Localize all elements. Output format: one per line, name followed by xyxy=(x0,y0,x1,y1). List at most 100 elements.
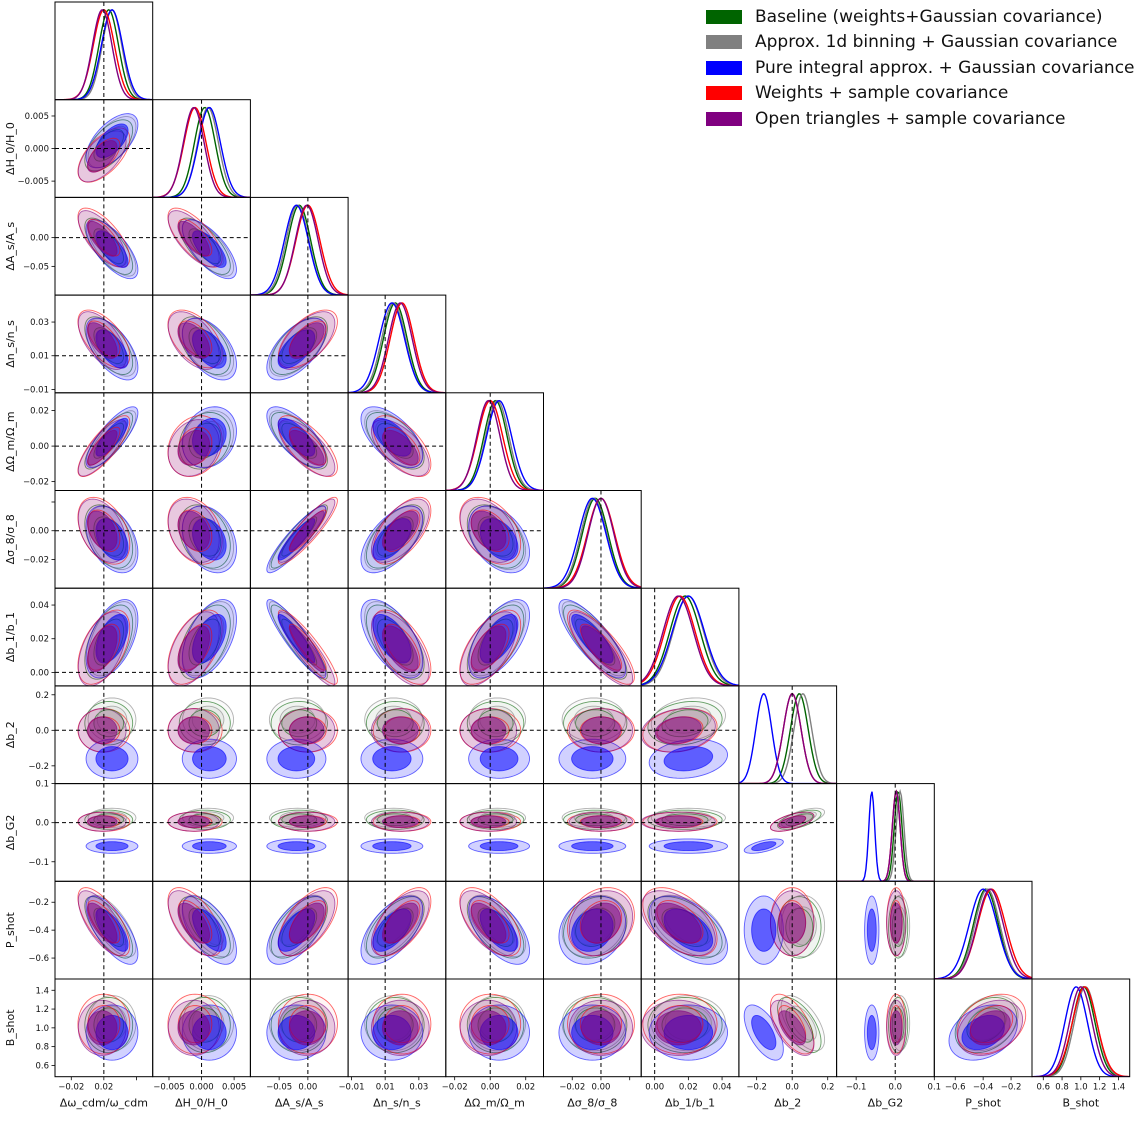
contour xyxy=(381,429,419,466)
y-tick-label: 0.00 xyxy=(30,442,49,452)
contour xyxy=(372,746,412,772)
contour xyxy=(288,815,325,829)
contour xyxy=(889,902,903,944)
y-axis-label: P_shot xyxy=(4,912,17,949)
y-axis-label: Δb_1/b_1 xyxy=(4,612,17,662)
contour xyxy=(470,625,507,673)
y-tick-label: 0.6 xyxy=(35,1061,49,1071)
contour xyxy=(571,841,614,852)
x-tick-label: 1.0 xyxy=(1074,1083,1088,1093)
contour xyxy=(86,902,118,944)
contour xyxy=(177,1010,211,1046)
contour xyxy=(751,841,777,852)
x-tick-label: 0.0 xyxy=(785,1083,799,1093)
y-axis-label: ΔH_0/H_0 xyxy=(4,122,17,175)
contour xyxy=(288,1010,325,1046)
x-tick-label: 0.0 xyxy=(888,1083,902,1093)
y-tick-label: −0.6 xyxy=(28,954,49,964)
x-tick-label: 0.02 xyxy=(679,1083,698,1093)
legend-swatch xyxy=(706,86,742,101)
panel-frame xyxy=(249,196,349,296)
marginal-curve xyxy=(934,888,1032,979)
y-tick-label: 0.00 xyxy=(30,234,49,244)
y-tick-label: 0.8 xyxy=(35,1043,49,1053)
marginal-curve xyxy=(543,497,642,589)
contour xyxy=(580,1010,622,1046)
legend-label: Pure integral approx. + Gaussian covaria… xyxy=(755,57,1135,78)
contour xyxy=(654,815,702,829)
x-tick-label: 1.4 xyxy=(1112,1083,1126,1093)
x-tick-label: 0.6 xyxy=(1037,1083,1051,1093)
y-axis-label: ΔΩ_m/Ω_m xyxy=(4,411,17,471)
marginal-curve xyxy=(1032,986,1130,1077)
contour xyxy=(381,815,419,829)
y-axis-label: Δσ_8/σ_8 xyxy=(4,514,17,564)
x-tick-label: 0.8 xyxy=(1055,1083,1069,1093)
contour xyxy=(969,1010,1011,1046)
x-axis-label: Δσ_8/σ_8 xyxy=(567,1097,617,1110)
marginal-curve xyxy=(250,204,349,296)
x-tick-label: −0.4 xyxy=(973,1083,994,1093)
x-tick-label: −0.005 xyxy=(153,1083,184,1093)
contour xyxy=(86,815,118,829)
contour xyxy=(654,902,702,944)
contour xyxy=(470,1010,507,1046)
contour xyxy=(372,841,412,852)
contour xyxy=(470,902,507,944)
marginal-curve xyxy=(738,693,837,784)
x-tick-label: −0.05 xyxy=(266,1083,292,1093)
contour xyxy=(778,1010,807,1046)
y-tick-label: 0.00 xyxy=(30,527,49,537)
contour xyxy=(288,429,325,466)
contour xyxy=(778,902,807,944)
x-tick-label: 1.2 xyxy=(1093,1083,1107,1093)
panel-frame xyxy=(347,783,447,882)
y-tick-label: −0.2 xyxy=(28,762,49,772)
contour xyxy=(277,841,316,852)
contour xyxy=(580,625,622,673)
marginal-curve xyxy=(250,204,349,296)
marginal-curve xyxy=(445,399,544,491)
y-tick-label: 0.005 xyxy=(25,112,49,122)
panel-frame xyxy=(836,783,935,882)
legend-item: Weights + sample covariance xyxy=(706,81,1135,107)
marginal-curve xyxy=(348,302,446,393)
x-tick-label: −0.01 xyxy=(338,1083,364,1093)
x-axis-label: ΔH_0/H_0 xyxy=(175,1097,228,1110)
marginal-curve xyxy=(836,789,935,882)
contour xyxy=(277,746,316,772)
x-tick-label: 0.000 xyxy=(189,1083,213,1093)
marginal-curve xyxy=(543,497,642,589)
y-tick-label: 0.00 xyxy=(30,668,49,678)
contour xyxy=(654,1010,702,1046)
marginal-curve xyxy=(348,302,446,393)
contour xyxy=(580,902,622,944)
contour xyxy=(86,220,118,257)
x-axis-label: Δω_cdm/ω_cdm xyxy=(60,1097,148,1110)
contour xyxy=(95,841,129,852)
x-tick-label: −0.02 xyxy=(442,1083,468,1093)
legend-label: Weights + sample covariance xyxy=(755,83,1009,104)
legend-label: Open triangles + sample covariance xyxy=(755,108,1066,129)
y-tick-label: 0.01 xyxy=(30,352,49,362)
marginal-curve xyxy=(641,595,739,686)
contour xyxy=(95,746,129,772)
contour xyxy=(192,746,227,772)
y-axis-label: B_shot xyxy=(4,1009,17,1046)
y-tick-label: −0.02 xyxy=(23,555,49,565)
y-tick-label: −0.1 xyxy=(28,858,49,868)
y-tick-label: 1.2 xyxy=(35,1005,49,1015)
y-tick-label: −0.01 xyxy=(23,385,49,395)
legend-swatch xyxy=(706,60,742,75)
marginal-curve xyxy=(250,204,349,296)
y-tick-label: 0.1 xyxy=(35,780,49,790)
y-axis-label: Δb_2 xyxy=(4,721,17,748)
y-tick-label: 0.04 xyxy=(30,601,49,611)
contour xyxy=(751,1014,777,1051)
legend-item: Pure integral approx. + Gaussian covaria… xyxy=(706,55,1135,81)
panel-frame xyxy=(836,978,935,1078)
panel-frame xyxy=(738,783,838,882)
x-axis-label: Δb_2 xyxy=(774,1097,801,1110)
marginal-curve xyxy=(836,789,935,882)
